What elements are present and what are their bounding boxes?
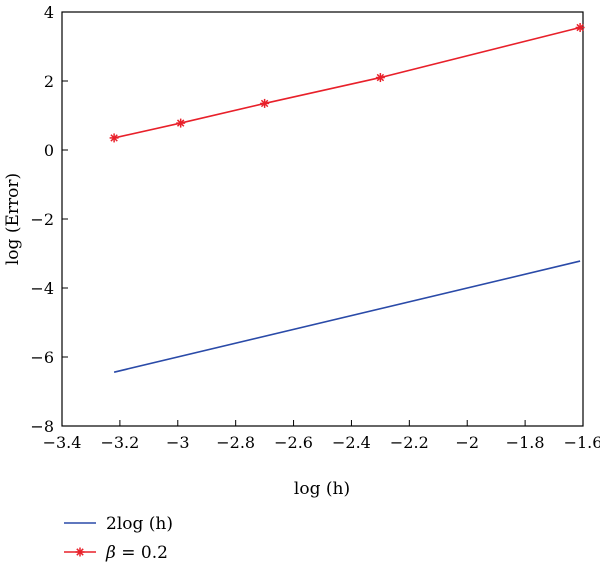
y-tick-label: −2 [30,210,54,229]
beta-symbol: β [105,543,116,563]
series-line-0 [113,260,581,373]
legend-star-marker [75,547,85,557]
y-tick-label: −4 [30,279,54,298]
y-axis: 4 2 0 −2 −4 −6 −8 [30,3,68,436]
series-line-1 [113,26,581,139]
data-point-marker [109,133,119,143]
y-axis-label: log (Error) [3,173,23,265]
data-point-marker [260,98,270,108]
x-tick-label: −2 [455,433,479,452]
data-point-marker [375,73,385,83]
legend-marker-beta [75,547,85,557]
y-tick-label: 4 [44,3,54,22]
x-tick-label: −3.4 [43,433,82,452]
x-tick-label: −3 [166,433,190,452]
plot-area [61,11,584,427]
x-tick-label: −2.2 [390,433,429,452]
beta-value: = 0.2 [116,543,168,563]
x-tick-label: −3.2 [100,433,139,452]
series-layer [109,23,585,373]
y-tick-label: −8 [30,417,54,436]
x-axis: −3.4 −3.2 −3 −2.8 −2.6 −2.4 −2.2 −2 −1.8 −1.6 [43,420,600,452]
data-point-marker [176,118,186,128]
legend-label-2logh: 2log (h) [106,514,173,534]
y-tick-label: 2 [44,72,54,91]
x-tick-label: −2.4 [332,433,371,452]
data-point-marker [575,23,585,33]
x-tick-label: −2.8 [216,433,255,452]
x-tick-label: −2.6 [274,433,313,452]
legend-label-beta: β = 0.2 [105,543,168,563]
y-tick-label: 0 [44,141,54,160]
y-tick-label: −6 [30,348,54,367]
x-tick-label: −1.8 [506,433,545,452]
legend: 2log (h) β = 0.2 [64,514,173,563]
x-axis-label: log (h) [294,479,350,499]
x-tick-label: −1.6 [564,433,600,452]
